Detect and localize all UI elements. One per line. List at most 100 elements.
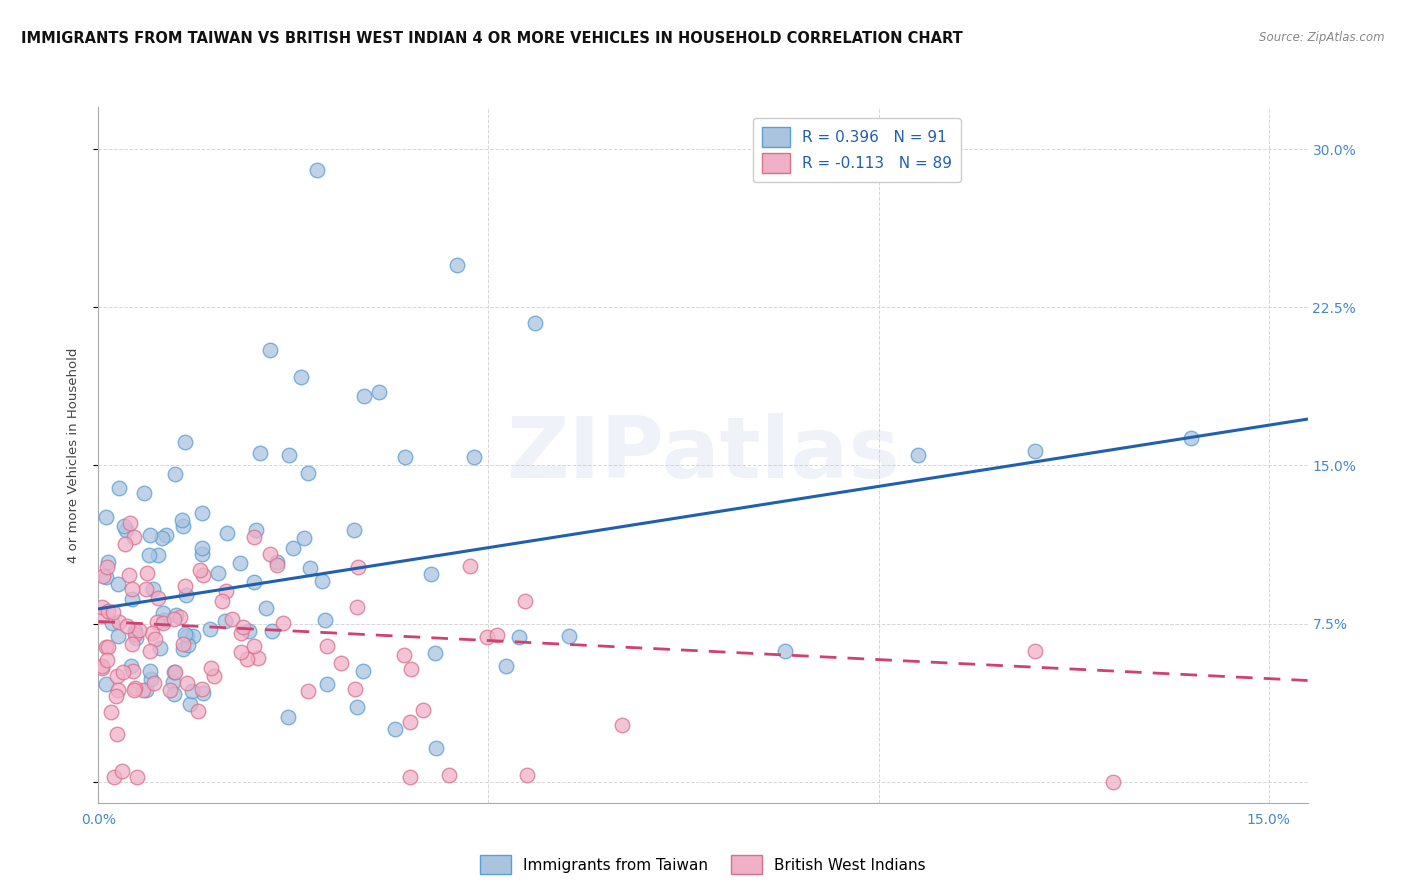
Point xyxy=(254,601,277,615)
Point xyxy=(271,616,294,631)
Point xyxy=(346,699,368,714)
Point xyxy=(165,467,187,482)
Point xyxy=(259,343,281,357)
Text: Source: ZipAtlas.com: Source: ZipAtlas.com xyxy=(1260,31,1385,45)
Point xyxy=(249,446,271,460)
Legend: R = 0.396   N = 91, R = -0.113   N = 89: R = 0.396 N = 91, R = -0.113 N = 89 xyxy=(754,118,962,182)
Point xyxy=(96,677,118,691)
Point xyxy=(193,567,215,582)
Point xyxy=(174,588,197,602)
Point xyxy=(120,516,142,531)
Point xyxy=(135,683,157,698)
Point xyxy=(292,531,315,545)
Point xyxy=(188,563,211,577)
Point xyxy=(91,661,114,675)
Point xyxy=(401,662,423,676)
Point xyxy=(314,613,336,627)
Point xyxy=(211,594,233,608)
Point xyxy=(96,509,118,524)
Point xyxy=(215,583,238,598)
Point xyxy=(399,771,422,785)
Point xyxy=(166,608,188,623)
Point xyxy=(139,643,162,657)
Point xyxy=(114,537,136,551)
Point xyxy=(108,481,131,495)
Y-axis label: 4 or more Vehicles in Household: 4 or more Vehicles in Household xyxy=(67,347,80,563)
Point xyxy=(112,519,135,533)
Point xyxy=(344,682,367,697)
Point xyxy=(163,665,186,679)
Point xyxy=(243,530,266,544)
Point xyxy=(463,450,485,465)
Text: IMMIGRANTS FROM TAIWAN VS BRITISH WEST INDIAN 4 OR MORE VEHICLES IN HOUSEHOLD CO: IMMIGRANTS FROM TAIWAN VS BRITISH WEST I… xyxy=(21,31,963,46)
Point xyxy=(508,630,530,644)
Point xyxy=(96,570,118,584)
Point xyxy=(143,632,166,646)
Point xyxy=(170,513,193,527)
Point xyxy=(139,528,162,542)
Point xyxy=(1024,644,1046,658)
Point xyxy=(100,705,122,719)
Point xyxy=(142,675,165,690)
Point xyxy=(107,576,129,591)
Point xyxy=(191,506,214,520)
Point xyxy=(316,639,339,653)
Point xyxy=(173,435,195,450)
Point xyxy=(277,710,299,724)
Point xyxy=(305,163,328,178)
Point xyxy=(311,574,333,589)
Point xyxy=(162,675,184,690)
Point xyxy=(96,653,118,667)
Point xyxy=(153,613,176,627)
Point xyxy=(1180,431,1202,445)
Point xyxy=(277,448,299,462)
Point xyxy=(352,664,374,678)
Point xyxy=(91,600,114,615)
Point xyxy=(217,525,239,540)
Point xyxy=(392,648,415,662)
Point xyxy=(425,740,447,755)
Point xyxy=(122,530,145,544)
Point xyxy=(150,531,173,545)
Point xyxy=(97,555,120,569)
Point xyxy=(172,519,194,533)
Point xyxy=(124,627,146,641)
Point xyxy=(202,669,225,683)
Point xyxy=(121,591,143,606)
Point xyxy=(266,558,288,572)
Point xyxy=(121,582,143,597)
Point xyxy=(142,582,165,597)
Point xyxy=(139,664,162,678)
Point xyxy=(1101,774,1123,789)
Point xyxy=(181,630,204,644)
Point xyxy=(346,599,368,614)
Point xyxy=(907,448,929,462)
Point xyxy=(107,629,129,643)
Point xyxy=(198,622,221,636)
Point xyxy=(163,687,186,701)
Point xyxy=(125,631,148,645)
Point xyxy=(229,625,252,640)
Point xyxy=(524,316,547,330)
Point xyxy=(152,615,174,630)
Point xyxy=(221,612,243,626)
Point xyxy=(146,591,169,606)
Point xyxy=(245,523,267,537)
Point xyxy=(91,609,114,624)
Point xyxy=(343,523,366,537)
Point xyxy=(176,629,198,643)
Point xyxy=(260,624,283,638)
Point xyxy=(330,656,353,670)
Point xyxy=(105,668,128,682)
Point xyxy=(458,559,481,574)
Point xyxy=(191,541,214,555)
Point xyxy=(238,624,260,638)
Point xyxy=(152,606,174,620)
Point xyxy=(131,682,153,697)
Point xyxy=(290,370,312,384)
Point xyxy=(141,672,163,686)
Point xyxy=(384,722,406,736)
Point xyxy=(177,639,200,653)
Point xyxy=(135,582,157,597)
Point xyxy=(232,620,254,634)
